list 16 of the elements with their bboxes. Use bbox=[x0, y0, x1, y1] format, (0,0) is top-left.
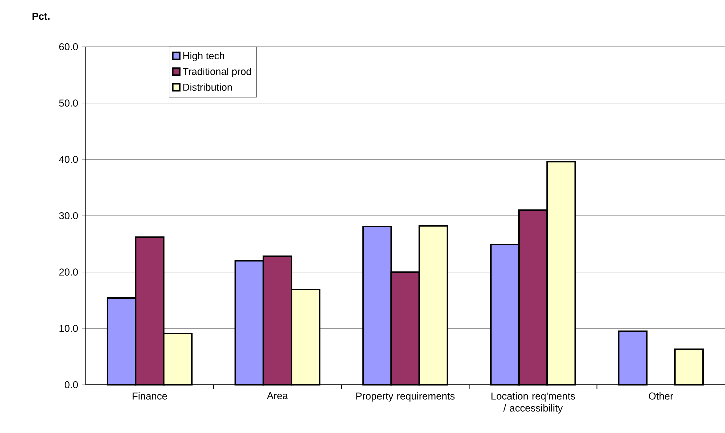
legend-label: High tech bbox=[184, 52, 224, 62]
x-tick-label: Finance bbox=[132, 392, 168, 400]
y-tick-label: 40.0 bbox=[59, 156, 78, 164]
y-axis-title: Pct. bbox=[32, 13, 50, 20]
y-tick-label: 0.0 bbox=[64, 381, 78, 389]
y-tick-label: 30.0 bbox=[59, 212, 78, 220]
y-tick-label: 10.0 bbox=[60, 325, 78, 332]
x-tick-label: Area bbox=[267, 392, 288, 400]
y-tick-label: 50.0 bbox=[59, 100, 78, 107]
legend-label: Distribution bbox=[184, 84, 232, 92]
y-tick-label: 60.0 bbox=[60, 43, 78, 51]
x-tick-label: Location req'ments / accessibility bbox=[492, 392, 576, 414]
x-tick-label: Property requirements bbox=[356, 392, 455, 402]
y-tick-label: 20.0 bbox=[60, 268, 78, 276]
legend-label: Traditional prod bbox=[183, 68, 252, 78]
x-tick-label: Other bbox=[649, 392, 674, 400]
